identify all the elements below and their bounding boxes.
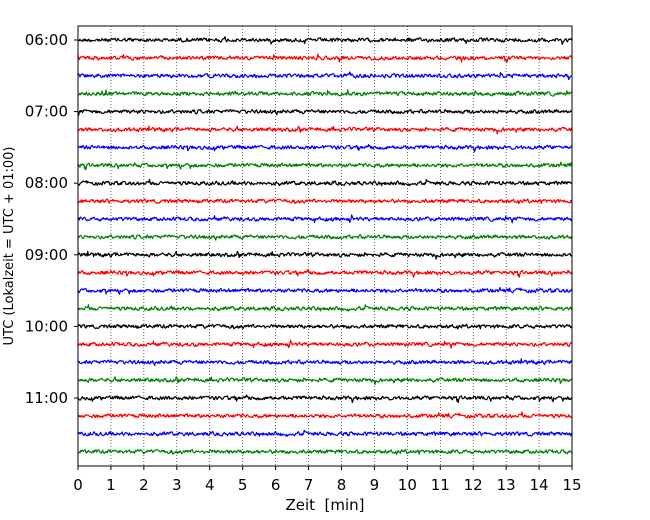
trace-line: [77, 411, 573, 419]
trace-line: [77, 143, 573, 153]
x-tick-label: 12: [464, 476, 483, 494]
grid-lines: [110, 26, 540, 466]
trace-line: [77, 178, 573, 187]
x-tick-label: 10: [398, 476, 417, 494]
trace-line: [77, 269, 573, 278]
trace-line: [77, 108, 573, 117]
y-tick-label: 06:00: [25, 31, 68, 49]
y-tick-label: 07:00: [25, 103, 68, 121]
trace-line: [77, 125, 573, 135]
trace-line: [77, 394, 573, 404]
x-tick-label: 7: [304, 476, 314, 494]
trace-line: [77, 304, 573, 312]
x-tick-label: 4: [205, 476, 215, 494]
trace-line: [77, 250, 573, 260]
y-tick-label: 08:00: [25, 174, 68, 192]
trace-line: [77, 448, 573, 455]
trace-line: [77, 234, 573, 241]
x-axis-label: Zeit [min]: [285, 496, 364, 514]
x-tick-label: 2: [139, 476, 149, 494]
y-tick-label: 10:00: [25, 317, 68, 335]
x-tick-label: 0: [73, 476, 83, 494]
x-axis-ticks: 0 1 2 3 4 5 6 7 8 9 10 11 12 13 14 15: [73, 466, 582, 494]
x-tick-label: 9: [370, 476, 380, 494]
trace-line: [77, 339, 573, 349]
trace-line: [77, 214, 573, 224]
x-tick-label: 1: [106, 476, 116, 494]
trace-line: [77, 429, 573, 437]
y-tick-label: 11:00: [25, 389, 68, 407]
y-axis-ticks: 06:00 07:00 08:00 09:00 10:00 11:00: [25, 31, 78, 407]
trace-line: [77, 376, 573, 386]
x-tick-label: 8: [337, 476, 347, 494]
x-tick-label: 13: [497, 476, 516, 494]
y-tick-label: 09:00: [25, 246, 68, 264]
x-tick-label: 11: [431, 476, 450, 494]
trace-line: [77, 71, 573, 81]
x-tick-label: 14: [530, 476, 549, 494]
trace-line: [77, 358, 573, 367]
x-tick-label: 5: [238, 476, 248, 494]
trace-line: [77, 198, 573, 205]
y-axis-label: UTC (Lokalzeit = UTC + 01:00): [2, 147, 17, 346]
x-tick-label: 6: [271, 476, 281, 494]
trace-line: [77, 36, 573, 45]
plot-frame: [77, 25, 573, 467]
trace-line: [77, 286, 573, 295]
trace-line: [77, 53, 573, 63]
trace-series: [77, 36, 573, 455]
trace-line: [77, 323, 573, 330]
x-tick-label: 3: [172, 476, 182, 494]
trace-line: [77, 161, 573, 171]
x-tick-label: 15: [562, 476, 581, 494]
trace-line: [77, 89, 573, 97]
